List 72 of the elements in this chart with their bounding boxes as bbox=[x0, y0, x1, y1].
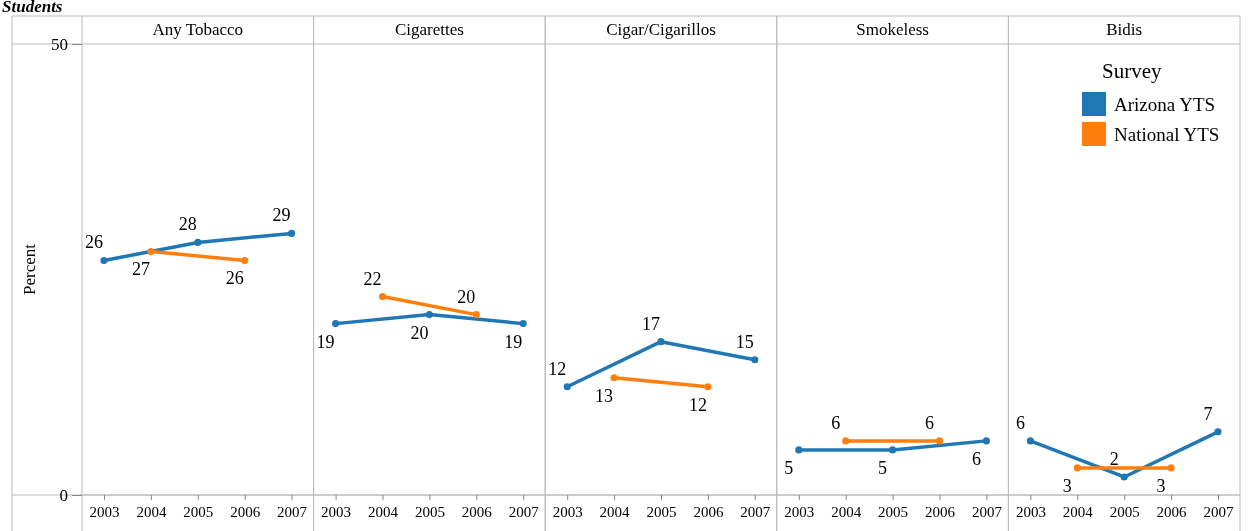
x-tick-label: 2004 bbox=[1062, 503, 1094, 520]
data-label: 19 bbox=[504, 331, 523, 352]
data-label: 6 bbox=[925, 412, 934, 433]
x-tick-label: 2006 bbox=[925, 503, 956, 520]
x-tick-label: 2006 bbox=[230, 503, 261, 520]
point bbox=[1214, 428, 1222, 436]
data-label: 12 bbox=[548, 358, 567, 379]
point bbox=[704, 383, 712, 391]
data-label: 2 bbox=[1109, 448, 1119, 469]
data-label: 13 bbox=[595, 385, 614, 406]
data-label: 20 bbox=[457, 286, 476, 307]
data-label: 5 bbox=[878, 457, 888, 478]
data-label: 17 bbox=[642, 313, 660, 334]
chart-title: Any Tobacco bbox=[152, 20, 244, 39]
legend-label: National YTS bbox=[1114, 124, 1220, 145]
point bbox=[610, 374, 618, 382]
data-label: 19 bbox=[316, 331, 335, 352]
x-tick-label: 2006 bbox=[1156, 503, 1188, 520]
data-label: 26 bbox=[225, 268, 244, 289]
y-tick-label: 50 bbox=[51, 35, 68, 55]
x-tick-label: 2007 bbox=[277, 503, 308, 520]
chart-title: Bidis bbox=[1106, 20, 1143, 39]
x-tick-label: 2004 bbox=[599, 503, 631, 520]
chart-title: Cigarettes bbox=[394, 20, 464, 39]
x-tick-label: 2007 bbox=[971, 503, 1003, 520]
point bbox=[1073, 464, 1081, 472]
point bbox=[1026, 437, 1034, 445]
chart-title: Smokeless bbox=[856, 20, 929, 39]
x-tick-label: 2005 bbox=[414, 503, 445, 520]
x-tick-label: 2003 bbox=[321, 503, 352, 520]
data-label: 3 bbox=[1062, 475, 1072, 496]
data-label: 7 bbox=[1203, 403, 1213, 424]
legend-title: Survey bbox=[1102, 59, 1162, 83]
point bbox=[751, 356, 759, 364]
data-label: 29 bbox=[272, 205, 291, 226]
x-tick-label: 2003 bbox=[1015, 503, 1046, 520]
x-tick-label: 2007 bbox=[1203, 503, 1234, 520]
x-tick-label: 2004 bbox=[831, 503, 862, 520]
data-label: 3 bbox=[1156, 475, 1166, 496]
point bbox=[1120, 473, 1128, 481]
data-label: 20 bbox=[410, 322, 429, 343]
data-label: 5 bbox=[784, 457, 794, 478]
data-label: 22 bbox=[363, 268, 382, 289]
data-label: 6 bbox=[831, 412, 841, 433]
y-tick-label: 0 bbox=[59, 486, 68, 506]
data-label: 6 bbox=[1015, 412, 1025, 433]
x-tick-label: 2005 bbox=[183, 503, 214, 520]
point bbox=[657, 338, 665, 346]
data-label: 26 bbox=[85, 232, 103, 253]
data-label: 6 bbox=[971, 448, 981, 469]
point bbox=[1167, 464, 1175, 472]
x-tick-label: 2005 bbox=[1109, 503, 1140, 520]
data-label: 12 bbox=[688, 394, 707, 415]
x-tick-label: 2004 bbox=[136, 503, 167, 520]
x-tick-label: 2005 bbox=[646, 503, 677, 520]
x-tick-label: 2007 bbox=[740, 503, 771, 520]
x-tick-label: 2003 bbox=[89, 503, 120, 520]
x-tick-label: 2005 bbox=[878, 503, 909, 520]
data-label: 27 bbox=[131, 259, 150, 280]
data-label: 15 bbox=[735, 331, 754, 352]
x-tick-label: 2003 bbox=[552, 503, 583, 520]
text: Students bbox=[2, 0, 63, 16]
y-axis-title: Percent bbox=[20, 243, 39, 295]
x-tick-label: 2006 bbox=[693, 503, 724, 520]
x-tick-label: 2006 bbox=[461, 503, 493, 520]
point bbox=[563, 383, 571, 391]
x-tick-label: 2007 bbox=[508, 503, 540, 520]
chart-title: Cigar/Cigarillos bbox=[606, 20, 716, 39]
legend-label: Arizona YTS bbox=[1114, 94, 1216, 115]
data-label: 28 bbox=[178, 214, 197, 235]
x-tick-label: 2004 bbox=[368, 503, 399, 520]
x-tick-label: 2003 bbox=[784, 503, 815, 520]
